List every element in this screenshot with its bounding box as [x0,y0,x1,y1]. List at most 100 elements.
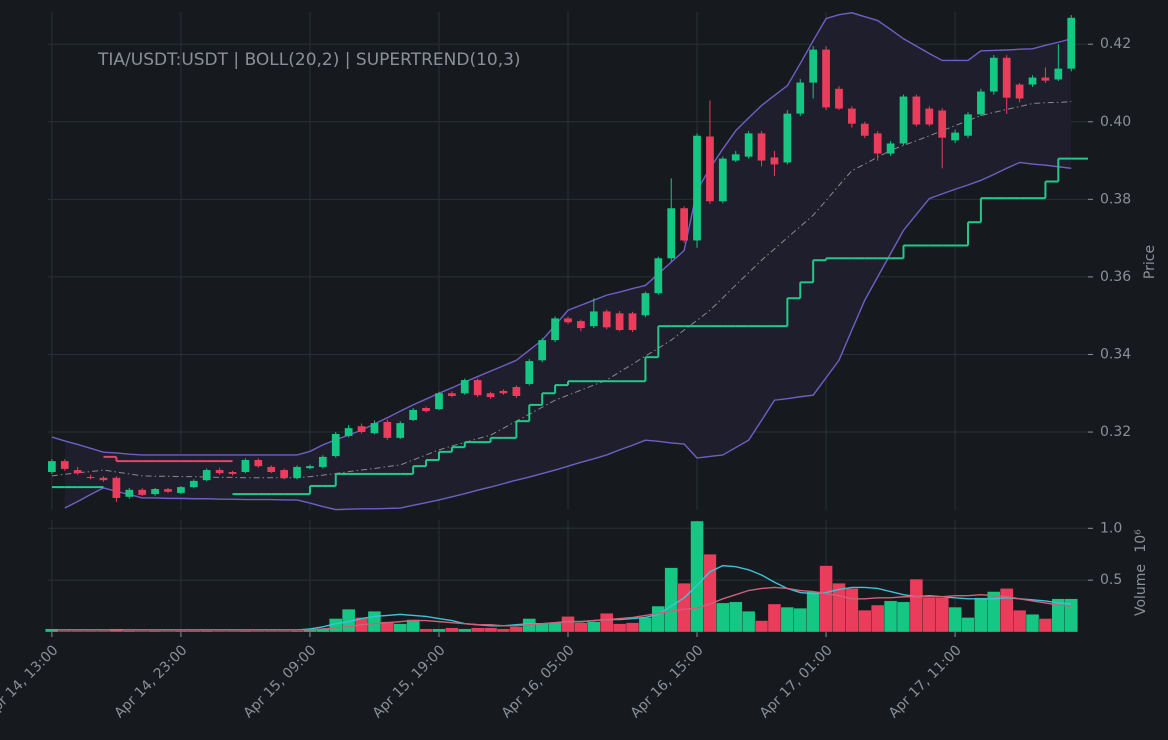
volume-bar [690,520,704,633]
volume-bar [858,610,872,633]
candle-body [1054,68,1063,80]
volume-bar [625,622,640,633]
indicator-line [51,12,1072,456]
candle-body [977,91,985,115]
candle-body [189,480,198,488]
candle-body [886,143,895,154]
candle-body [409,409,418,421]
candle-body [809,49,818,83]
volume-bar [767,603,782,633]
candle-body [770,157,779,165]
volume-bar [367,611,382,633]
candle-body [73,470,82,474]
candle-body [241,459,250,472]
candle-body [731,154,740,161]
candle-body [964,114,972,136]
volume-bar [1013,610,1027,633]
chart-title: TIA/USDT:USDT | BOLL(20,2) | SUPERTREND(… [97,50,521,70]
volume-axis-label: Volume [1133,564,1149,616]
indicator-line [64,161,1072,511]
candle-body [1041,77,1050,81]
volume-bar [432,628,446,633]
y-tick-label: 0.38 [1100,191,1131,207]
volume-bar [987,591,1001,633]
candle-body [48,461,56,472]
candle-body [331,433,340,457]
volume-bar [83,630,98,633]
volume-bar [483,627,498,633]
candle-body [912,96,921,125]
y-tick-label: 0.36 [1100,269,1131,285]
candle-body [422,407,430,412]
volume-bar [974,597,988,633]
candle-body [473,380,482,396]
volume-bar [148,630,162,633]
candle-body [99,477,108,481]
volume-bar [393,623,407,633]
candle-body [654,258,663,294]
volume-bar [561,616,575,633]
candle-body [202,470,211,481]
volume-bar [600,613,614,633]
candle-body [577,321,585,329]
volume-bar [200,630,214,633]
candle-body [667,208,676,259]
volume-bar [664,567,678,633]
candle-body [602,311,611,328]
y-tick-label: 0.42 [1100,36,1131,52]
candle-body [680,208,688,241]
volume-offset: 10⁶ [1133,529,1149,553]
candle-body [499,390,508,394]
volume-bar [909,578,923,633]
candle-body [822,49,830,108]
candle-body [744,133,753,157]
candle-body [254,459,263,467]
candle-body [551,318,559,341]
volume-tick-label: 0.5 [1100,572,1122,588]
candle-body [873,133,882,154]
volume-bar [793,607,807,633]
volume-bar [819,565,833,633]
candle-body [383,421,392,438]
volume-bar [845,588,859,633]
volume-bar [496,628,511,633]
volume-bar [883,600,898,633]
y-tick-label: 0.40 [1100,114,1131,130]
candle-body [706,136,714,202]
volume-bar [1025,614,1040,633]
candle-body [989,57,998,92]
volume-bar [754,620,769,633]
volume-bar [1038,618,1053,633]
volume-bar [613,623,627,633]
candle-body [718,158,727,202]
candle-body [460,380,469,394]
volume-bar [458,628,472,633]
candle-body [564,318,572,323]
volume-bar [161,630,175,633]
candle-body [151,489,159,495]
volume-bar [922,597,936,633]
candle-body [164,489,172,492]
candle-body [1002,57,1011,98]
volume-bar [71,630,85,633]
volume-bar [871,604,885,633]
volume-bar [896,601,911,633]
candle-body [396,423,405,438]
volume-bar [948,606,962,633]
candle-body [215,470,224,474]
volume-bar [406,619,420,633]
candle-body [448,393,456,396]
volume-bar [96,630,111,633]
volume-bar [742,611,756,633]
candle-body [525,361,534,384]
volume-bar [729,601,743,633]
candle-body [1067,17,1076,69]
candle-body [60,461,69,469]
candle-body [1015,84,1024,99]
volume-bar [651,605,665,633]
indicator-line [51,586,1072,631]
candle-body [86,477,95,479]
candle-body [177,487,185,493]
candle-body [951,132,959,141]
candle-body [318,456,327,467]
